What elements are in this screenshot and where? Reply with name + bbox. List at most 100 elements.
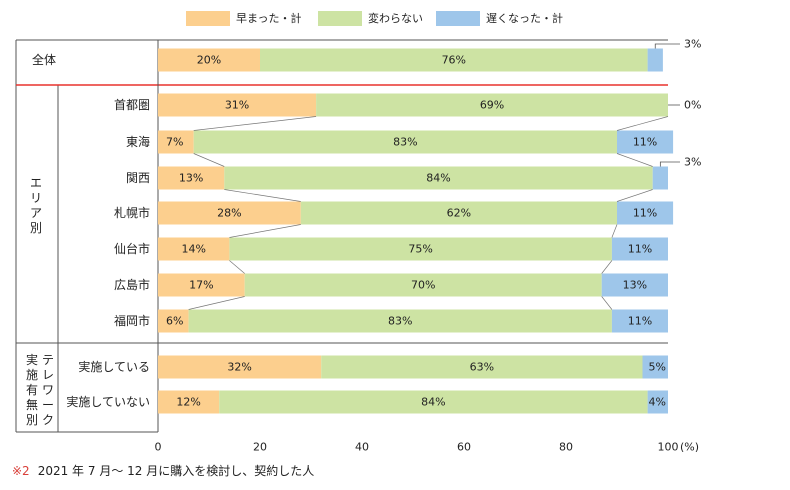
group-label-char: 有 (26, 383, 38, 397)
bar-segment-2 (219, 390, 648, 414)
connector-line (188, 296, 245, 310)
connector-line (229, 224, 301, 238)
connector-line (193, 116, 317, 131)
data-label: 7% (166, 136, 183, 149)
bar-segment-1 (158, 237, 230, 261)
data-label: 28% (217, 207, 241, 220)
category-label: 実施している (78, 359, 150, 374)
data-label: 63% (470, 361, 494, 374)
group-label-char: テ (42, 353, 54, 367)
bar-segment-1 (158, 273, 245, 297)
callout-line (654, 43, 680, 49)
data-label: 32% (227, 361, 251, 374)
bar-segment-3 (647, 390, 668, 414)
data-label: 3% (684, 38, 701, 51)
bar-segment-3 (601, 273, 668, 297)
data-label: 13% (179, 172, 203, 185)
data-label: 20% (197, 54, 221, 67)
bar-segment-3 (611, 309, 668, 333)
bar-segment-3 (647, 48, 663, 72)
group-label-char: リ (30, 191, 42, 205)
bar-segment-3 (652, 166, 668, 190)
x-tick-label: 0 (155, 441, 162, 454)
connector-line (224, 189, 301, 202)
bar-segment-1 (158, 201, 301, 225)
bar-segment-1 (158, 355, 322, 379)
group-label-char: 施 (26, 368, 38, 382)
category-label: 全体 (32, 52, 56, 67)
data-label: 76% (442, 54, 466, 67)
x-tick-label: 60 (457, 441, 471, 454)
callout-line (659, 161, 680, 167)
legend-swatch (318, 11, 362, 26)
connector-line (193, 153, 225, 167)
bar-segment-2 (316, 93, 668, 117)
group-label-char: ワ (42, 383, 54, 397)
group-label-char: ア (30, 206, 42, 220)
data-label: 12% (176, 396, 200, 409)
data-label: 62% (447, 207, 471, 220)
footnote-text: 2021 年 7 月～ 12 月に購入を検討し、契約した人 (37, 464, 315, 478)
bar-segment-1 (158, 390, 220, 414)
bar-segment-1 (158, 48, 260, 72)
bar-segment-1 (158, 93, 317, 117)
connector-line (616, 153, 653, 167)
data-label: 70% (411, 279, 435, 292)
bar-segment-2 (321, 355, 643, 379)
legend-label: 早まった・計 (236, 11, 302, 25)
bar-segment-3 (617, 201, 674, 225)
group-label-char: エ (30, 176, 42, 190)
bar-segment-3 (617, 130, 674, 154)
data-label: 6% (166, 315, 183, 328)
data-label: 83% (393, 136, 417, 149)
data-label: 11% (633, 207, 657, 220)
category-label: 福岡市 (114, 313, 150, 328)
group-label-char: ー (42, 398, 54, 412)
data-label: 0% (684, 99, 701, 112)
footnote: ※2 2021 年 7 月～ 12 月に購入を検討し、契約した人 (12, 462, 314, 479)
bar-segment-2 (188, 309, 612, 333)
data-label: 83% (388, 315, 412, 328)
footnote-mark: ※2 (12, 464, 30, 478)
x-tick-label: 40 (355, 441, 369, 454)
bar-segment-2 (300, 201, 617, 225)
data-label: 75% (408, 243, 432, 256)
legend-label: 変わらない (368, 11, 423, 25)
data-label: 11% (628, 243, 652, 256)
data-label: 69% (480, 99, 504, 112)
bar-segment-2 (244, 273, 602, 297)
legend-label: 遅くなった・計 (486, 11, 563, 25)
group-label-char: 実 (26, 352, 38, 367)
group-label-char: ク (42, 413, 54, 427)
x-tick-label: 20 (253, 441, 267, 454)
data-label: 13% (623, 279, 647, 292)
data-label: 31% (225, 99, 249, 112)
connector-line (601, 260, 613, 274)
connector-line (616, 116, 669, 131)
data-label: 17% (189, 279, 213, 292)
connector-line (229, 260, 245, 274)
legend-swatch (436, 11, 480, 26)
bar-segment-2 (193, 130, 617, 154)
legend-swatch (186, 11, 230, 26)
bar-segment-2 (260, 48, 648, 72)
data-label: 3% (684, 156, 701, 169)
connector-line (601, 296, 613, 310)
bar-segment-3 (611, 237, 668, 261)
category-label: 仙台市 (114, 241, 150, 256)
category-label: 首都圏 (114, 98, 150, 112)
data-label: 5% (649, 361, 666, 374)
category-label: 関西 (126, 171, 150, 185)
group-label-char: レ (42, 368, 54, 382)
data-label: 84% (421, 396, 445, 409)
connector-line (616, 189, 653, 202)
data-label: 11% (628, 315, 652, 328)
bar-segment-1 (158, 309, 189, 333)
bar-segment-2 (229, 237, 612, 261)
x-unit-label: (%) (680, 441, 699, 454)
category-label: 東海 (126, 134, 150, 149)
group-label-char: 無 (26, 397, 38, 412)
data-label: 11% (633, 136, 657, 149)
category-label: 広島市 (114, 277, 150, 292)
